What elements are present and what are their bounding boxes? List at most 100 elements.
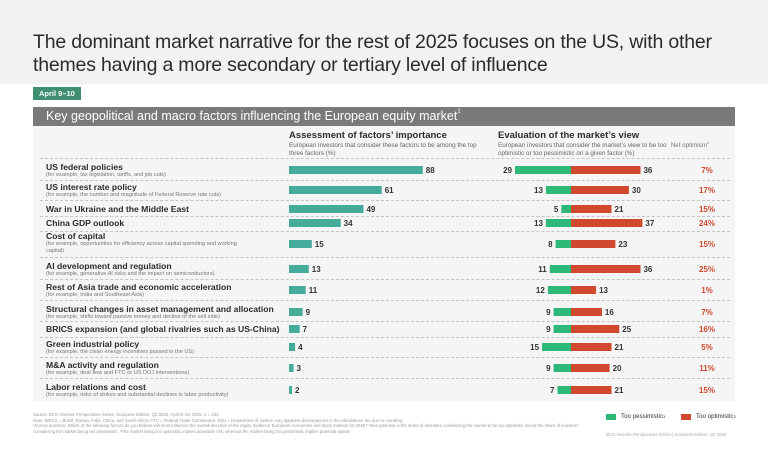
factor-name: US federal policies <box>46 161 123 172</box>
too-optimistic-value-label: 21 <box>615 343 624 352</box>
importance-bar <box>289 325 300 333</box>
too-optimistic-value-label: 36 <box>643 265 652 274</box>
too-optimistic-value-label: 25 <box>622 325 631 334</box>
importance-value-label: 2 <box>295 386 300 395</box>
importance-bar <box>289 286 306 294</box>
row-divider <box>40 279 730 280</box>
too-pessimistic-bar <box>553 364 571 372</box>
too-pessimistic-bar <box>557 386 571 394</box>
row-divider <box>40 180 730 181</box>
net-optimism-value: 11% <box>699 364 715 373</box>
net-optimism-value: 16% <box>699 325 715 334</box>
too-optimistic-bar <box>571 386 612 394</box>
factor-label: Green industrial policy (for example, the… <box>46 339 286 356</box>
too-pessimistic-value-label: 7 <box>550 386 555 395</box>
importance-value-label: 4 <box>298 343 303 352</box>
too-optimistic-value-label: 36 <box>643 166 652 175</box>
net-optimism-value: 15% <box>699 386 715 395</box>
title-band <box>0 0 768 84</box>
importance-value-label: 13 <box>312 265 321 274</box>
importance-column-header: Assessment of factors’ importance Europe… <box>289 130 489 158</box>
net-optimism-value: 5% <box>701 343 713 352</box>
importance-bar <box>289 265 309 273</box>
importance-bar <box>289 205 364 213</box>
row-divider <box>40 337 730 338</box>
factor-name: Cost of capital <box>46 231 106 241</box>
factor-label: AI development and regulation (for exampl… <box>46 261 286 278</box>
net-optimism-value: 17% <box>699 186 715 195</box>
importance-value-label: 11 <box>309 286 318 295</box>
net-optimism-footnote: 2 <box>706 140 710 145</box>
too-optimistic-bar <box>571 219 643 227</box>
too-pessimistic-value-label: 29 <box>503 166 512 175</box>
legend-label-optimistic: Too optimistic <box>696 413 734 420</box>
legend-footnote: 3 <box>733 414 736 419</box>
too-pessimistic-value-label: 5 <box>554 205 559 214</box>
net-optimism-value: 15% <box>699 205 715 214</box>
factor-description: (for example, the clean energy incentive… <box>46 348 195 355</box>
too-pessimistic-value-label: 13 <box>534 186 543 195</box>
too-pessimistic-value-label: 11 <box>538 265 547 274</box>
too-optimistic-bar <box>571 343 612 351</box>
too-optimistic-value-label: 30 <box>632 186 641 195</box>
row-divider <box>40 378 730 379</box>
evaluation-subheading: European investors that consider the mar… <box>498 142 667 157</box>
importance-value-label: 61 <box>385 186 394 195</box>
too-pessimistic-bar <box>553 308 571 316</box>
importance-bar <box>289 186 382 194</box>
too-pessimistic-bar <box>545 219 571 227</box>
too-optimistic-value-label: 21 <box>615 205 624 214</box>
row-divider <box>40 231 730 232</box>
too-pessimistic-value-label: 9 <box>546 325 551 334</box>
evaluation-column-header: Evaluation of the market’s view European… <box>498 130 678 158</box>
too-optimistic-value-label: 37 <box>645 219 654 228</box>
importance-bar <box>289 343 296 351</box>
legend-label-pessimistic: Too pessimistic <box>621 413 663 420</box>
factor-label: BRICS expansion (and global rivalries su… <box>46 324 286 334</box>
legend-too-pessimistic: Too pessimistic 3 <box>606 413 665 420</box>
factor-name: China GDP outlook <box>46 218 125 228</box>
too-pessimistic-bar <box>545 186 571 194</box>
page-title: The dominant market narrative for the re… <box>33 31 712 76</box>
row-divider <box>40 200 730 201</box>
legend-too-optimistic: Too optimistic 3 <box>681 413 736 420</box>
importance-subheading: European investors that consider these f… <box>289 142 477 157</box>
factor-label: US federal policies (for example, tax leg… <box>46 162 286 179</box>
source-line: BCG Investor Perspectives Series | Europ… <box>606 432 727 437</box>
row-divider <box>40 158 730 159</box>
too-optimistic-value-label: 21 <box>615 386 624 395</box>
footnotes: Source: BCG Investor Perspectives Series… <box>33 412 593 434</box>
too-pessimistic-bar <box>515 166 571 174</box>
factor-name: BRICS expansion (and global rivalries su… <box>46 324 280 334</box>
panel-title-footnote: 1 <box>457 109 461 115</box>
legend-swatch-pessimistic <box>606 413 616 420</box>
too-pessimistic-bar <box>553 325 571 333</box>
net-optimism-value: 1% <box>701 286 713 295</box>
panel-header: Key geopolitical and macro factors influ… <box>33 107 735 126</box>
row-divider <box>40 257 730 258</box>
factor-label: US interest rate policy (for example, the… <box>46 182 286 199</box>
legend-footnote: 3 <box>662 414 666 419</box>
footnote-source: Source: BCG Investor Perspectives Series… <box>33 412 220 417</box>
importance-value-label: 7 <box>303 325 308 334</box>
row-divider <box>40 321 730 322</box>
factor-label: Rest of Asia trade and economic accelera… <box>46 282 286 299</box>
too-pessimistic-bar <box>555 240 571 248</box>
chart-panel: Key geopolitical and macro factors influ… <box>33 107 735 401</box>
factor-description: (for example, risks of strikes and subst… <box>46 391 229 398</box>
importance-heading: Assessment of factors’ importance <box>289 130 447 141</box>
factor-name: War in Ukraine and the Middle East <box>46 204 189 214</box>
factor-description: (for example, deal flow and FTC or US DO… <box>46 369 190 376</box>
too-pessimistic-bar <box>549 265 571 273</box>
net-optimism-header: Net optimism2 <box>670 139 710 150</box>
factor-label: M&A activity and regulation (for example,… <box>46 360 286 377</box>
factor-description: (for example, India and Southeast Asia) <box>46 291 144 298</box>
too-pessimistic-value-label: 13 <box>534 219 543 228</box>
date-badge: April 9–10 <box>33 87 81 100</box>
factor-name: Rest of Asia trade and economic accelera… <box>46 281 232 292</box>
factor-name: Structural changes in asset management a… <box>46 303 274 314</box>
too-optimistic-bar <box>571 364 610 372</box>
factor-label: Structural changes in asset management a… <box>46 304 286 321</box>
importance-value-label: 3 <box>297 364 302 373</box>
